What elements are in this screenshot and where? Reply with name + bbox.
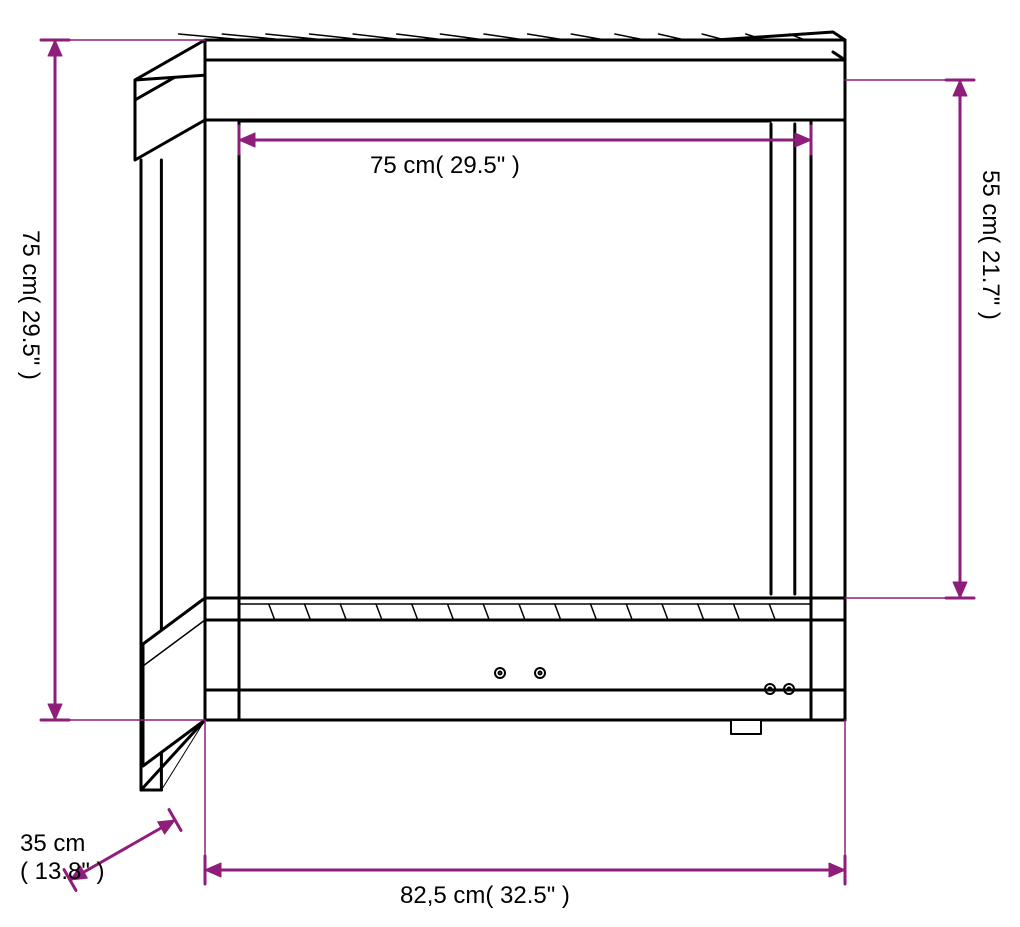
dim-outer-width-label: 82,5 cm( 32.5" ) — [400, 882, 570, 910]
dim-height-left-label: 75 cm( 29.5" ) — [16, 230, 44, 380]
dim-depth-label: 35 cm( 13.8" ) — [20, 830, 105, 886]
dim-inner-width-label: 75 cm( 29.5" ) — [370, 152, 520, 180]
diagram-svg — [0, 0, 1020, 927]
dim-height-right-label: 55 cm( 21.7" ) — [976, 170, 1004, 320]
